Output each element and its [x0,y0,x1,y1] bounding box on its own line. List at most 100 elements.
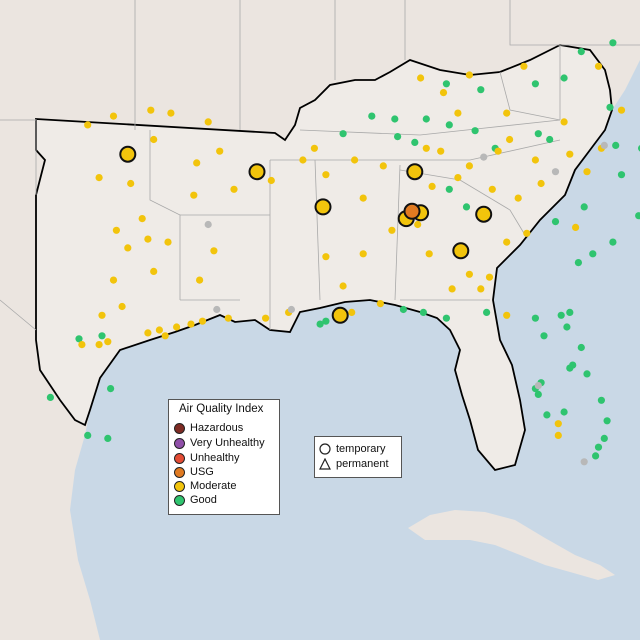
monitor-marker-moderate [617,106,626,114]
monitor-marker-moderate [520,62,528,70]
monitor-marker-moderate [262,314,270,322]
site-legend-permanent: permanent [319,457,389,471]
monitor-marker-moderate [454,109,462,117]
monitor-marker-moderate [554,420,562,428]
monitor-marker-good [98,332,106,340]
monitor-marker-good [594,443,603,451]
monitor-marker-moderate [465,270,473,278]
monitor-marker-good [84,431,92,439]
monitor-marker-moderate [314,198,332,216]
monitor-marker-moderate [439,89,448,97]
monitor-marker-good [445,185,453,193]
monitor-marker-moderate [196,276,204,284]
monitor-marker-moderate [566,150,574,158]
aqi-legend-title: Air Quality Index [179,403,264,415]
monitor-marker-good [339,130,347,138]
monitor-marker-moderate [98,311,106,319]
monitor-marker-moderate [594,62,603,70]
monitor-marker-moderate [437,147,445,155]
monitor-marker-good [560,408,568,416]
monitor-marker-moderate [560,118,568,126]
monitor-marker-moderate [109,112,118,120]
monitor-marker-moderate [104,338,112,346]
circle-icon [319,443,331,455]
monitor-marker-good [609,238,617,246]
monitor-markers-no-data [204,141,608,466]
monitor-marker-moderate [155,326,163,334]
monitor-marker-good [442,80,450,88]
monitor-marker-moderate [331,306,349,324]
monitor-marker-moderate [119,145,137,163]
monitor-marker-no-data [534,382,542,390]
monitor-marker-moderate [485,273,494,281]
monitor-marker-moderate [359,194,367,202]
monitor-marker-good [534,130,542,138]
monitor-marker-usg [403,202,421,220]
monitor-marker-good [543,411,551,419]
monitor-marker-moderate [388,226,396,234]
monitor-marker-moderate [216,147,224,155]
monitor-marker-no-data [213,305,221,314]
monitor-marker-moderate [109,276,118,284]
monitor-marker-good [577,48,585,56]
monitor-marker-no-data [480,153,488,161]
legend-item-hazardous: Hazardous [174,421,243,435]
legend-label: Good [190,494,217,506]
monitor-marker-moderate [422,144,430,152]
monitor-marker-good [597,396,606,404]
monitor-marker-good [422,115,430,123]
monitor-marker-good [540,332,548,340]
monitor-marker-moderate [147,106,155,114]
monitor-marker-good [617,171,626,179]
monitor-marker-good [477,86,485,94]
monitor-marker-moderate [428,182,436,190]
monitor-marker-moderate [523,229,531,237]
monitor-marker-moderate [138,215,146,223]
usg-swatch [174,466,185,478]
monitor-marker-good [557,311,565,319]
monitor-marker-moderate [204,118,212,126]
monitor-marker-moderate [465,162,473,170]
monitor-marker-moderate [84,121,92,129]
monitor-marker-good [534,390,542,398]
monitor-marker-good [609,39,617,47]
monitor-marker-good [322,317,330,325]
monitor-marker-moderate [299,156,307,164]
monitor-marker-good [471,127,479,135]
monitor-marker-moderate [150,135,158,144]
legend-item-good: Good [174,493,217,507]
monitor-marker-moderate [348,308,356,316]
very-unhealthy-swatch [174,437,185,449]
monitor-marker-good [104,434,112,442]
monitor-marker-good [603,417,611,425]
monitor-marker-moderate [494,147,502,155]
monitor-marker-good [107,385,115,393]
monitor-marker-moderate [406,163,424,181]
monitor-marker-good [546,135,554,144]
legend-item-moderate: Moderate [174,479,236,493]
legend-item-usg: USG [174,465,214,479]
monitor-marker-no-data [580,458,588,466]
monitor-marker-good [577,343,585,352]
monitor-marker-moderate [537,179,545,188]
monitor-marker-moderate [310,144,318,152]
monitor-marker-good [419,308,427,316]
monitor-marker-good [551,218,560,226]
site-legend-temporary: temporary [319,442,386,456]
monitor-marker-good [445,121,453,129]
monitor-marker-moderate [322,253,330,261]
monitor-marker-good [583,370,591,378]
monitor-marker-good [612,141,620,149]
monitor-marker-good [75,335,83,343]
monitor-marker-moderate [503,109,511,117]
monitor-marker-no-data [287,305,295,314]
monitor-markers-large [119,145,493,324]
monitor-marker-moderate [452,242,470,260]
monitor-marker-moderate [118,302,126,311]
monitor-marker-good [566,308,574,316]
monitor-marker-moderate [230,185,238,193]
monitor-marker-moderate [78,341,86,349]
monitor-marker-moderate [376,300,384,308]
monitor-marker-moderate [514,194,522,202]
monitor-marker-good [316,320,324,328]
